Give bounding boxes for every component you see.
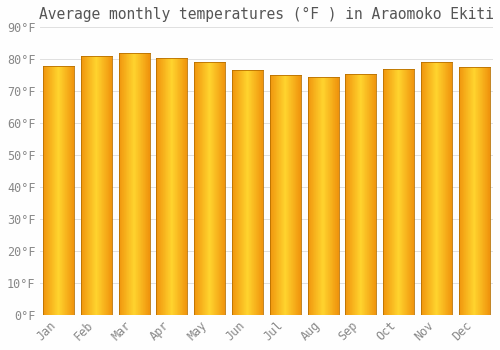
Title: Average monthly temperatures (°F ) in Araomoko Ekiti: Average monthly temperatures (°F ) in Ar…: [39, 7, 494, 22]
